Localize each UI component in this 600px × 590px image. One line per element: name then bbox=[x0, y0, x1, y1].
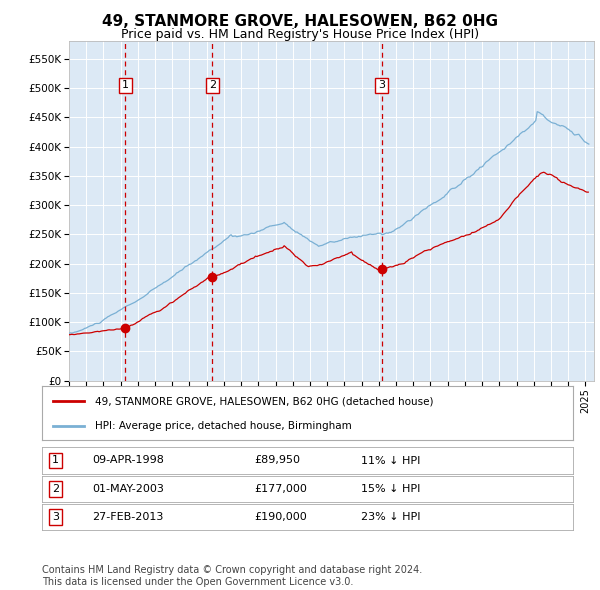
Text: £190,000: £190,000 bbox=[254, 512, 307, 522]
Text: 49, STANMORE GROVE, HALESOWEN, B62 0HG (detached house): 49, STANMORE GROVE, HALESOWEN, B62 0HG (… bbox=[95, 396, 434, 407]
Text: 09-APR-1998: 09-APR-1998 bbox=[92, 455, 164, 466]
Text: Price paid vs. HM Land Registry's House Price Index (HPI): Price paid vs. HM Land Registry's House … bbox=[121, 28, 479, 41]
Text: 27-FEB-2013: 27-FEB-2013 bbox=[92, 512, 164, 522]
Text: 3: 3 bbox=[378, 80, 385, 90]
Text: £89,950: £89,950 bbox=[254, 455, 301, 466]
Text: 11% ↓ HPI: 11% ↓ HPI bbox=[361, 455, 420, 466]
Text: HPI: Average price, detached house, Birmingham: HPI: Average price, detached house, Birm… bbox=[95, 421, 352, 431]
Text: 15% ↓ HPI: 15% ↓ HPI bbox=[361, 484, 420, 494]
Text: 3: 3 bbox=[52, 512, 59, 522]
Text: 2: 2 bbox=[209, 80, 216, 90]
Text: 49, STANMORE GROVE, HALESOWEN, B62 0HG: 49, STANMORE GROVE, HALESOWEN, B62 0HG bbox=[102, 14, 498, 28]
Text: 23% ↓ HPI: 23% ↓ HPI bbox=[361, 512, 420, 522]
Text: 1: 1 bbox=[52, 455, 59, 466]
Text: 2: 2 bbox=[52, 484, 59, 494]
Text: 01-MAY-2003: 01-MAY-2003 bbox=[92, 484, 164, 494]
Text: Contains HM Land Registry data © Crown copyright and database right 2024.
This d: Contains HM Land Registry data © Crown c… bbox=[42, 565, 422, 587]
Text: 1: 1 bbox=[122, 80, 129, 90]
Text: £177,000: £177,000 bbox=[254, 484, 307, 494]
